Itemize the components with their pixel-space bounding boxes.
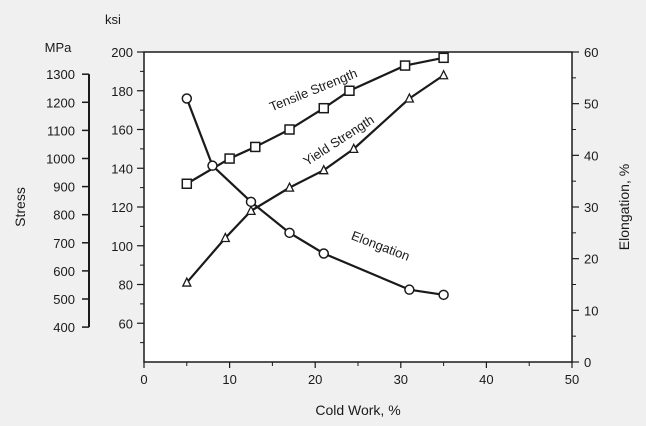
mpa-tick-label: 1200 [46, 95, 75, 110]
yield-strength-point [284, 181, 295, 192]
ksi-tick-label: 60 [119, 316, 133, 331]
mpa-tick-label: 900 [53, 180, 75, 195]
elongation-axis-title: Elongation, % [616, 164, 632, 250]
yield-strength-point [220, 232, 231, 243]
yield-strength-point [181, 276, 192, 287]
ksi-axis: 60 80 100 120 140 160 180 200 [111, 45, 144, 344]
ksi-tick-label: 200 [111, 45, 133, 60]
mpa-tick-label: 1000 [46, 151, 75, 166]
ksi-tick-label: 180 [111, 84, 133, 99]
elongation-point [438, 289, 449, 301]
tensile-strength-series [181, 52, 449, 189]
elongation-axis: 0 10 20 30 40 50 60 [572, 45, 598, 370]
tensile-strength-point [399, 60, 411, 71]
x-axis: 0 10 20 30 40 50 [140, 362, 579, 387]
yield-strength-point [438, 69, 449, 80]
ksi-tick-label: 80 [119, 278, 133, 293]
tensile-strength-point [181, 178, 193, 189]
tensile-strength-point [344, 85, 355, 96]
tensile-strength-point [224, 153, 235, 164]
elongation-tick-label: 40 [584, 148, 598, 163]
mpa-tick-label: 700 [53, 236, 75, 251]
elongation-point [284, 227, 295, 239]
yield-strength-point [318, 164, 329, 175]
elongation-tick-label: 60 [584, 45, 598, 60]
mpa-tick-label: 1300 [46, 67, 75, 82]
series-layer [181, 52, 449, 301]
elongation-tick-label: 20 [584, 252, 598, 267]
x-tick-label: 30 [394, 372, 408, 387]
mpa-tick-label: 600 [53, 264, 75, 279]
yield-strength-line [185, 74, 445, 284]
x-tick-label: 0 [140, 372, 147, 387]
elongation-point [318, 248, 330, 259]
elongation-point [404, 284, 415, 295]
yield-strength-point [245, 204, 257, 216]
yield-strength-point [348, 142, 359, 154]
x-tick-label: 10 [222, 372, 236, 387]
elongation-tick-label: 0 [584, 355, 591, 370]
elongation-tick-label: 50 [584, 97, 598, 112]
elongation-point [245, 196, 257, 208]
mpa-tick-label: 400 [53, 320, 75, 335]
tensile-strength-point [284, 124, 295, 135]
elongation-point [181, 93, 193, 104]
ksi-tick-label: 120 [111, 200, 133, 215]
ksi-tick-label: 100 [111, 239, 133, 254]
x-tick-label: 50 [565, 372, 579, 387]
mpa-axis: 400 500 600 700 800 900 1000 1100 1200 1300 [46, 67, 90, 335]
elongation-tick-label: 10 [584, 303, 598, 318]
mpa-tick-label: 1100 [47, 123, 75, 138]
mpa-tick-label: 500 [53, 292, 75, 307]
elongation-series [181, 93, 449, 301]
elongation-point [207, 160, 218, 171]
mpa-tick-label: 800 [53, 208, 75, 223]
tensile-strength-point [438, 52, 449, 64]
ksi-tick-label: 140 [111, 161, 133, 176]
plot-area [143, 51, 573, 363]
yield-strength-series [181, 69, 449, 287]
elongation-tick-label: 30 [584, 200, 598, 215]
x-tick-label: 20 [308, 372, 322, 387]
x-axis-title: Cold Work, % [315, 402, 400, 418]
mpa-unit-label: MPa [45, 40, 73, 55]
x-tick-label: 40 [479, 372, 493, 387]
tensile-strength-point [318, 102, 330, 114]
stress-axis-title: Stress [12, 187, 28, 227]
ksi-unit-label: ksi [105, 12, 121, 27]
tensile-strength-point [250, 141, 261, 153]
ksi-tick-label: 160 [111, 123, 133, 138]
yield-strength-point [404, 92, 415, 103]
